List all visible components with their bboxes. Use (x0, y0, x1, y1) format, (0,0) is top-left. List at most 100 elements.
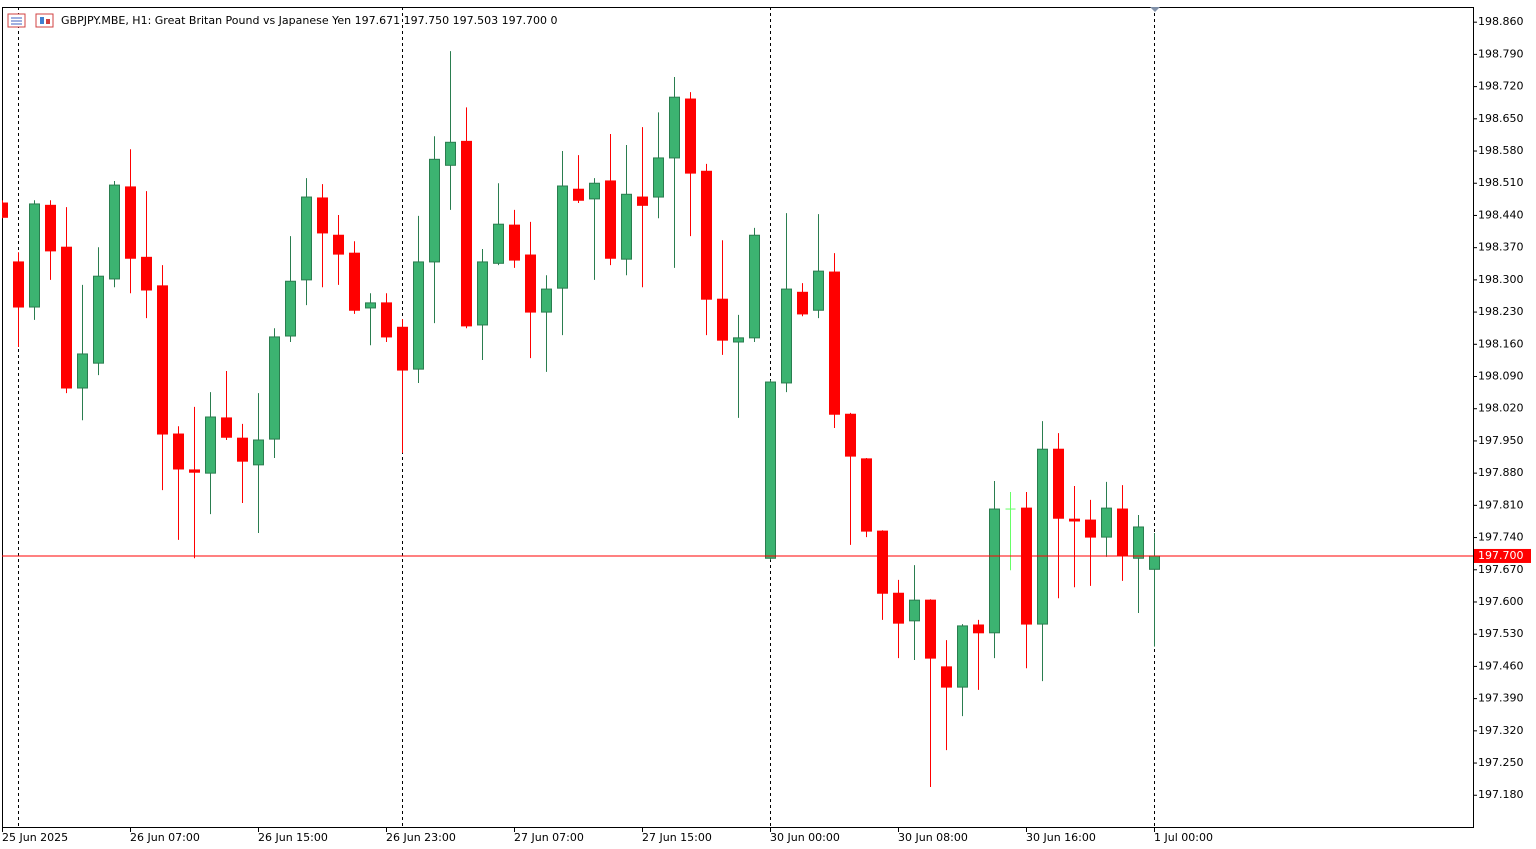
y-tick-label: 198.510 (1478, 176, 1524, 189)
y-tick-label: 197.740 (1478, 531, 1524, 544)
candle-body (701, 170, 712, 300)
candle-body (429, 158, 440, 263)
candle-body (621, 193, 632, 260)
y-tick-label: 198.160 (1478, 337, 1524, 350)
candle-body (1037, 448, 1048, 625)
candle-body (829, 271, 840, 415)
y-tick-label: 197.670 (1478, 563, 1524, 576)
x-tick-label: 1 Jul 00:00 (1154, 831, 1213, 844)
candle-body (141, 256, 152, 291)
candle-body (77, 353, 88, 389)
y-tick-label: 198.650 (1478, 112, 1524, 125)
candle-body (781, 288, 792, 384)
candle-body (349, 252, 360, 311)
candle-body (637, 196, 648, 206)
x-tick-label: 27 Jun 15:00 (642, 831, 712, 844)
candle-body (253, 439, 264, 466)
y-tick-label: 197.810 (1478, 498, 1524, 511)
candle-body (125, 186, 136, 259)
chart-title: GBPJPY.MBE, H1: Great Britan Pound vs Ja… (61, 14, 558, 27)
candle-body (61, 246, 72, 389)
candle-body (653, 157, 664, 198)
y-tick-label: 197.600 (1478, 595, 1524, 608)
candle-body (733, 337, 744, 343)
candle-body (541, 288, 552, 313)
candle-body (301, 196, 312, 281)
candle-body (573, 188, 584, 201)
axes: 198.860 198.790 198.720 198.650 198.580 198.5… (2, 15, 1531, 844)
candle-body (317, 197, 328, 234)
y-tick-label: 198.020 (1478, 402, 1524, 415)
candle-body (765, 381, 776, 559)
y-tick-label: 198.370 (1478, 241, 1524, 254)
plot-frame (2, 7, 1474, 828)
y-tick-label: 197.180 (1478, 788, 1524, 801)
chart-icon-bar (46, 19, 50, 24)
candle-body (269, 336, 280, 440)
candle-body (157, 285, 168, 435)
candle-body (1085, 519, 1096, 538)
shift-marker[interactable] (1150, 7, 1160, 12)
candle-body (381, 302, 392, 338)
candle-body (861, 458, 872, 532)
candle-body (1053, 448, 1064, 519)
x-tick-label: 30 Jun 00:00 (770, 831, 840, 844)
y-tick-label: 198.720 (1478, 80, 1524, 93)
candle-body (669, 96, 680, 159)
candle-body (221, 417, 232, 438)
candle-body (477, 261, 488, 326)
candle-body (365, 302, 376, 309)
candle-body (973, 624, 984, 634)
x-tick-label: 30 Jun 08:00 (898, 831, 968, 844)
candle-body (509, 224, 520, 261)
candle-body (717, 298, 728, 341)
y-tick-label: 197.530 (1478, 627, 1524, 640)
y-tick-label: 197.950 (1478, 434, 1524, 447)
candle-body (109, 184, 120, 280)
x-tick-label: 26 Jun 07:00 (130, 831, 200, 844)
last-price-label: 197.700 (1478, 549, 1524, 562)
candle-body (205, 416, 216, 474)
candle-body (557, 185, 568, 289)
x-tick-label: 27 Jun 07:00 (514, 831, 584, 844)
y-tick-label: 198.580 (1478, 144, 1524, 157)
y-tick-label: 197.460 (1478, 659, 1524, 672)
y-tick-label: 197.250 (1478, 756, 1524, 769)
y-tick-label: 198.860 (1478, 15, 1524, 28)
candle-body (413, 261, 424, 370)
x-tick-label: 25 Jun 2025 (2, 831, 68, 844)
candle-body (813, 270, 824, 311)
candle-body (845, 413, 856, 457)
candle-body (797, 291, 808, 315)
candle-body (189, 469, 200, 473)
plot-area (2, 7, 1473, 827)
candle-body (397, 326, 408, 371)
candle-body (909, 599, 920, 622)
chart-icon-bar (40, 17, 44, 24)
candle-body (989, 508, 1000, 634)
y-tick-label: 197.390 (1478, 692, 1524, 705)
candle-body (893, 592, 904, 624)
candle-body (877, 530, 888, 594)
candle-body (493, 223, 504, 264)
candle-body (1101, 507, 1112, 538)
candle-body (285, 280, 296, 337)
candle-body (461, 140, 472, 327)
candle-body (173, 433, 184, 470)
y-tick-label: 198.440 (1478, 208, 1524, 221)
x-tick-label: 26 Jun 15:00 (258, 831, 328, 844)
last-price-box (1474, 548, 1531, 563)
y-tick-label: 198.300 (1478, 273, 1524, 286)
candle-body (333, 234, 344, 255)
candle-body (45, 204, 56, 252)
candle-body (605, 180, 616, 259)
y-tick-label: 198.790 (1478, 47, 1524, 60)
candle-body (589, 182, 600, 200)
candle-body (941, 666, 952, 688)
chart-icon[interactable] (35, 13, 54, 28)
candle-body (1021, 507, 1032, 625)
candle-body (1117, 508, 1128, 556)
y-tick-label: 197.880 (1478, 466, 1524, 479)
y-tick-label: 197.320 (1478, 724, 1524, 737)
